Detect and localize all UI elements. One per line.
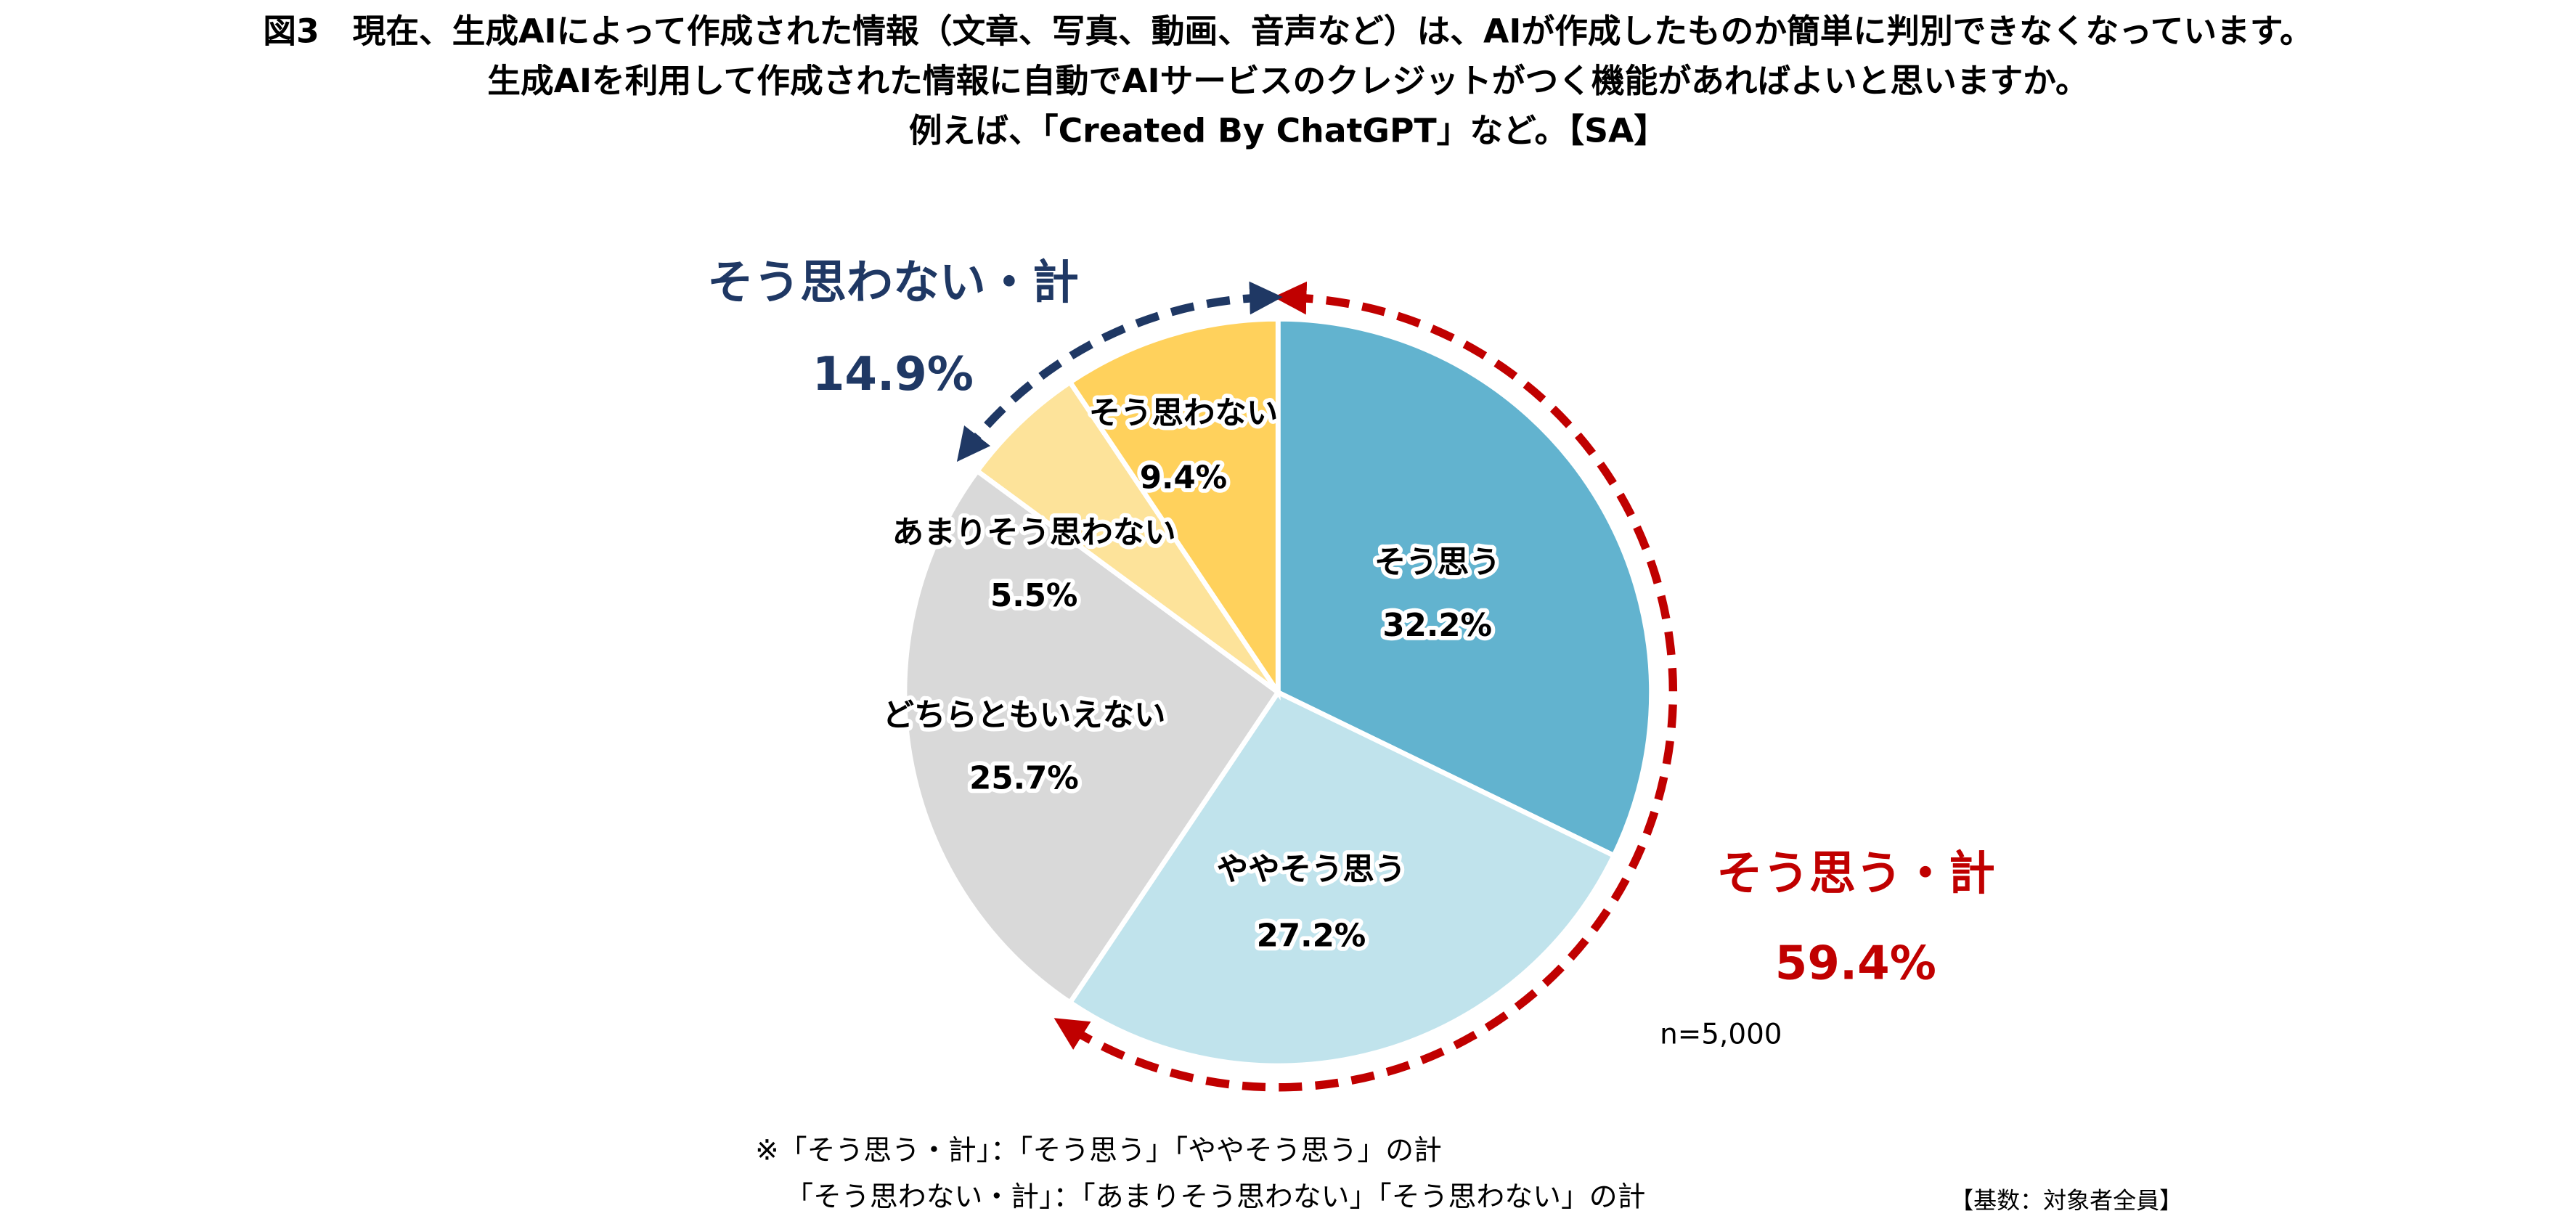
- footnote: ※「そう思う・計」：「そう思う」「ややそう思う」の計: [755, 1134, 1442, 1167]
- value-label: 5.5%: [990, 578, 1077, 614]
- annotation: そう思う・計: [1716, 847, 1995, 901]
- sample-note: n=5,000: [1660, 1018, 1782, 1051]
- value-label: 32.2%: [1382, 608, 1492, 644]
- annotation-value: 14.9%: [812, 348, 974, 401]
- value-label: 27.2%: [1257, 918, 1366, 954]
- pie-slice: [1275, 316, 1655, 860]
- slice-label: あまりそう思わない: [892, 515, 1176, 551]
- footnote: 「そう思わない・計」：「あまりそう思わない」「そう思わない」の計: [785, 1180, 1645, 1213]
- chart-title: 図3 現在、生成AIによって作成された情報（文章、写真、動画、音声など）は、AI…: [263, 12, 2312, 51]
- slice-label: そう思う: [1374, 544, 1501, 581]
- slice-label: そう思わない: [1089, 395, 1279, 431]
- annotation: そう思わない・計: [707, 256, 1079, 310]
- chart-title: 例えば、「Created By ChatGPT」など。【SA】: [909, 112, 1667, 150]
- value-label: 25.7%: [969, 760, 1079, 796]
- slice-label: どちらともいえない: [883, 697, 1166, 733]
- slice-label: ややそう思う: [1217, 852, 1406, 888]
- annotation-value: 59.4%: [1775, 937, 1936, 990]
- summary-arc: [1053, 281, 1678, 1092]
- chart-title: 生成AIを利用して作成された情報に自動でAIサービスのクレジットがつく機能があれ…: [487, 62, 2089, 100]
- base-note: 【基数：対象者全員】: [1950, 1186, 2182, 1214]
- value-label: 9.4%: [1140, 460, 1227, 497]
- summary-arc: [956, 281, 1283, 462]
